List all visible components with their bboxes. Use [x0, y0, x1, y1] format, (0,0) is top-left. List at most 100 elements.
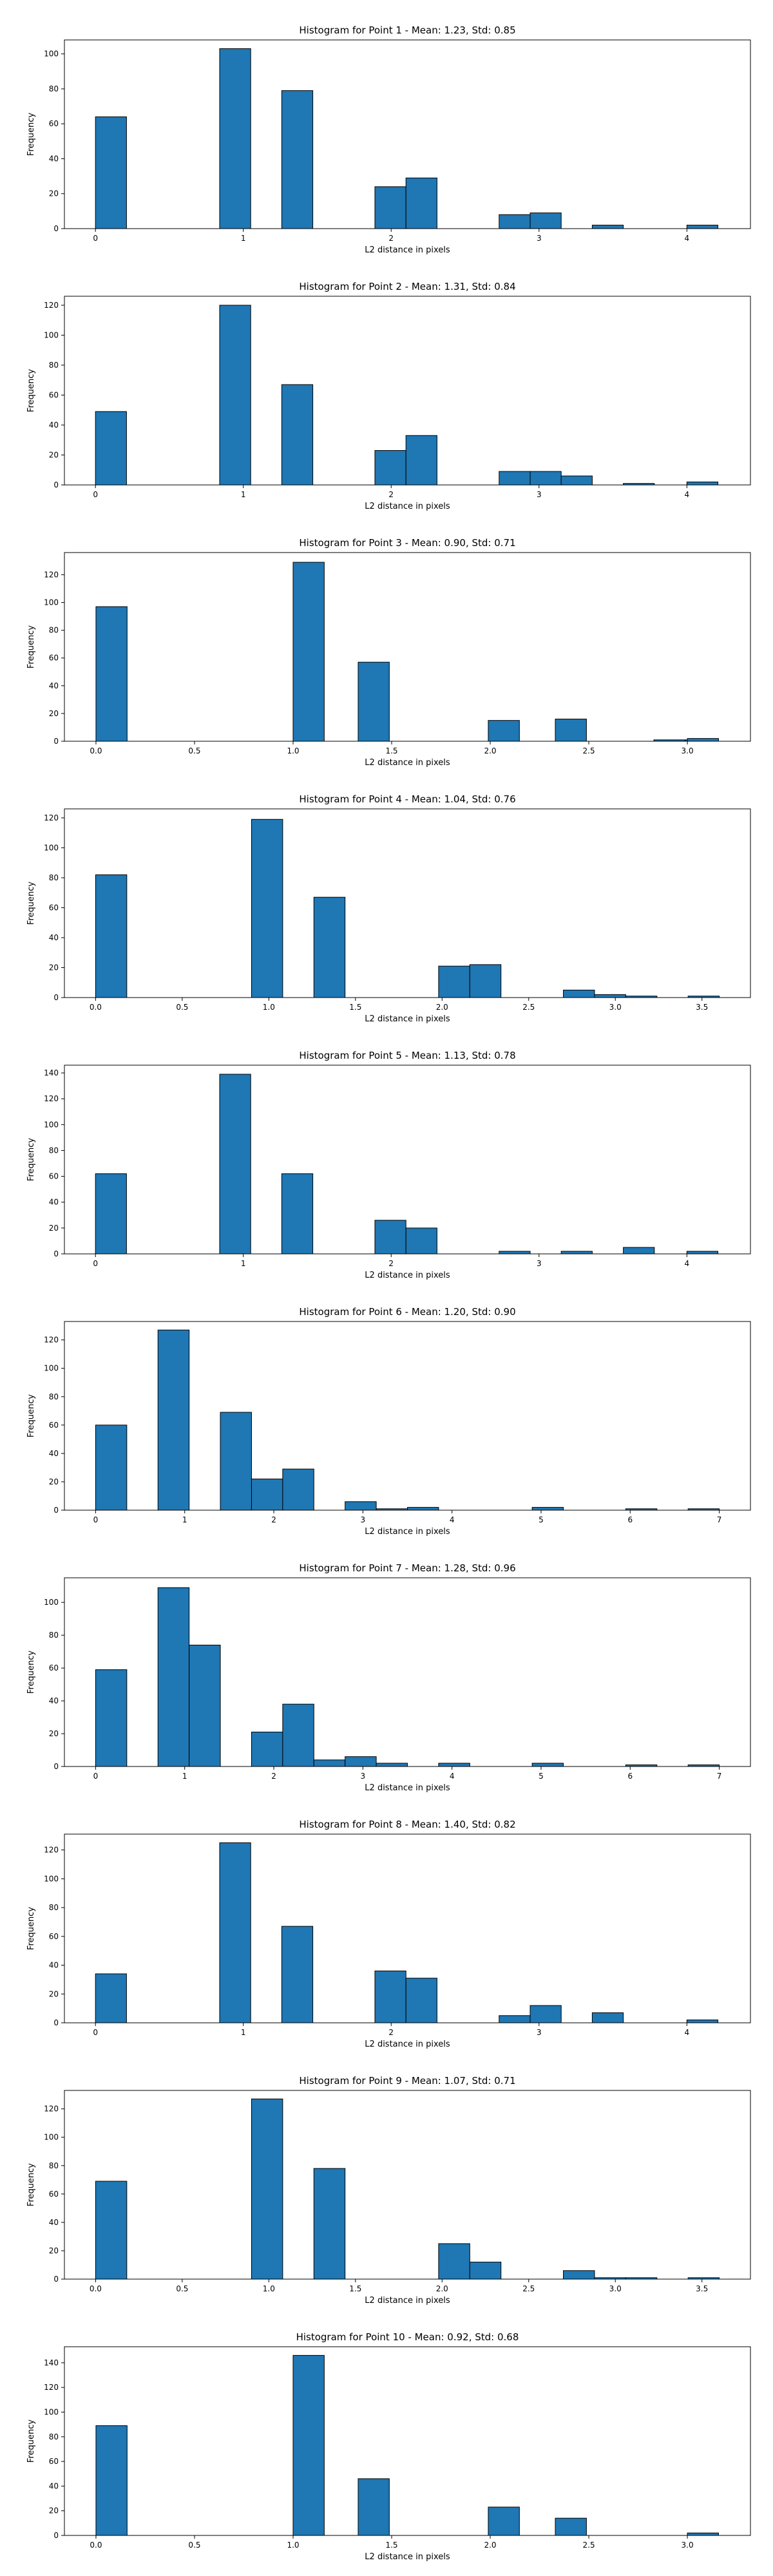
histogram-bar: [374, 450, 406, 486]
x-tick-label: 3: [361, 1772, 366, 1781]
plot-frame: [64, 2090, 751, 2280]
y-tick-label: 0: [53, 993, 59, 1002]
x-axis-label: L2 distance in pixels: [365, 1783, 450, 1793]
y-tick-label: 40: [49, 1449, 59, 1458]
histogram-bar: [531, 1507, 564, 1511]
y-tick-label: 120: [44, 2383, 59, 2392]
histogram-bar: [405, 177, 437, 229]
plot-frame: [64, 39, 751, 229]
x-tick-label: 2: [388, 2028, 394, 2037]
y-axis-label: Frequency: [26, 1651, 36, 1694]
plot-frame: [64, 2346, 751, 2536]
x-tick-label: 5: [539, 1772, 544, 1781]
x-tick-label: 1: [241, 1259, 246, 1268]
histogram-bar: [405, 435, 437, 486]
y-tick-label: 20: [49, 1477, 59, 1486]
x-tick-label: 0.0: [90, 2541, 102, 2550]
y-tick-label: 120: [44, 1094, 59, 1103]
histogram-bar: [219, 48, 251, 229]
histogram-bar: [251, 1479, 283, 1511]
y-tick-label: 80: [49, 2432, 59, 2441]
histogram-bar: [623, 1247, 655, 1255]
x-tick-label: 1.5: [385, 746, 397, 755]
x-tick-label: 0.0: [90, 1003, 102, 1012]
histogram-panel-8: Histogram for Point 8 - Mean: 1.40, Std:…: [26, 1819, 751, 2049]
histogram-bar: [591, 2012, 624, 2023]
y-tick-label: 60: [49, 1172, 59, 1181]
histogram-bar: [95, 411, 127, 486]
y-tick-label: 120: [44, 1846, 59, 1855]
y-tick-label: 100: [44, 50, 59, 59]
chart-title: Histogram for Point 8 - Mean: 1.40, Std:…: [299, 1819, 515, 1830]
chart-title: Histogram for Point 7 - Mean: 1.28, Std:…: [299, 1562, 515, 1574]
y-tick-label: 100: [44, 1364, 59, 1373]
y-tick-label: 100: [44, 330, 59, 339]
y-tick-label: 140: [44, 2358, 59, 2367]
histogram-bar: [686, 481, 719, 486]
y-tick-label: 20: [49, 2246, 59, 2255]
y-tick-label: 100: [44, 1874, 59, 1883]
x-tick-label: 5: [539, 1515, 544, 1524]
y-tick-label: 80: [49, 84, 59, 93]
y-tick-label: 20: [49, 1729, 59, 1738]
x-tick-label: 0.5: [188, 2541, 200, 2550]
histogram-panel-2: Histogram for Point 2 - Mean: 1.31, Std:…: [26, 281, 751, 511]
y-tick-label: 40: [49, 1961, 59, 1970]
x-tick-label: 0: [93, 490, 98, 499]
y-tick-label: 80: [49, 626, 59, 635]
x-tick-label: 1.0: [263, 2284, 275, 2293]
histogram-panel-5: Histogram for Point 5 - Mean: 1.13, Std:…: [26, 1050, 751, 1280]
histogram-bar: [95, 2181, 128, 2280]
x-tick-label: 3.0: [609, 1003, 622, 1012]
histogram-bar: [219, 305, 251, 486]
x-tick-label: 1.0: [287, 746, 299, 755]
histogram-bar: [438, 965, 470, 998]
histogram-bar: [95, 1973, 127, 2023]
histogram-bar: [591, 225, 624, 229]
histogram-bar: [469, 2262, 502, 2280]
histogram-bar: [374, 1970, 406, 2023]
histogram-bar: [95, 874, 128, 998]
x-tick-label: 2.5: [522, 2284, 535, 2293]
x-tick-label: 3.5: [696, 2284, 708, 2293]
x-tick-label: 0.5: [176, 1003, 188, 1012]
y-tick-label: 80: [49, 1903, 59, 1912]
x-axis-label: L2 distance in pixels: [365, 758, 450, 768]
x-tick-label: 0.5: [176, 2284, 188, 2293]
chart-title: Histogram for Point 4 - Mean: 1.04, Std:…: [299, 793, 515, 805]
histogram-bar: [374, 1220, 406, 1255]
y-tick-label: 0: [53, 224, 59, 233]
histogram-bar: [687, 2532, 719, 2536]
x-tick-label: 7: [717, 1515, 722, 1524]
histogram-bar: [358, 2478, 390, 2536]
histogram-bar: [555, 719, 587, 742]
x-axis-label: L2 distance in pixels: [365, 1014, 450, 1024]
histogram-bar: [281, 384, 314, 486]
histogram-bar: [281, 1926, 314, 2023]
x-tick-label: 2.0: [484, 2541, 496, 2550]
y-tick-label: 100: [44, 2133, 59, 2142]
histogram-bar: [358, 661, 390, 742]
x-tick-label: 4: [684, 2028, 689, 2037]
y-tick-label: 80: [49, 1146, 59, 1155]
x-tick-label: 6: [627, 1515, 633, 1524]
y-tick-label: 100: [44, 1598, 59, 1607]
x-tick-label: 1.0: [263, 1003, 275, 1012]
x-tick-label: 2: [271, 1515, 276, 1524]
x-tick-label: 4: [684, 1259, 689, 1268]
x-tick-label: 2.0: [436, 2284, 448, 2293]
y-axis-label: Frequency: [26, 2420, 36, 2463]
x-axis-label: L2 distance in pixels: [365, 2040, 450, 2049]
histogram-bar: [376, 1763, 408, 1767]
histogram-panel-10: Histogram for Point 10 - Mean: 0.92, Std…: [26, 2331, 751, 2562]
histogram-bar: [292, 562, 325, 742]
x-axis-label: L2 distance in pixels: [365, 2552, 450, 2562]
y-tick-label: 120: [44, 2105, 59, 2114]
y-tick-label: 80: [49, 2161, 59, 2170]
histogram-bar: [499, 214, 531, 229]
plot-frame: [64, 296, 751, 486]
y-tick-label: 60: [49, 1421, 59, 1430]
x-axis-label: L2 distance in pixels: [365, 245, 450, 255]
y-tick-label: 80: [49, 361, 59, 370]
y-tick-label: 60: [49, 119, 59, 128]
